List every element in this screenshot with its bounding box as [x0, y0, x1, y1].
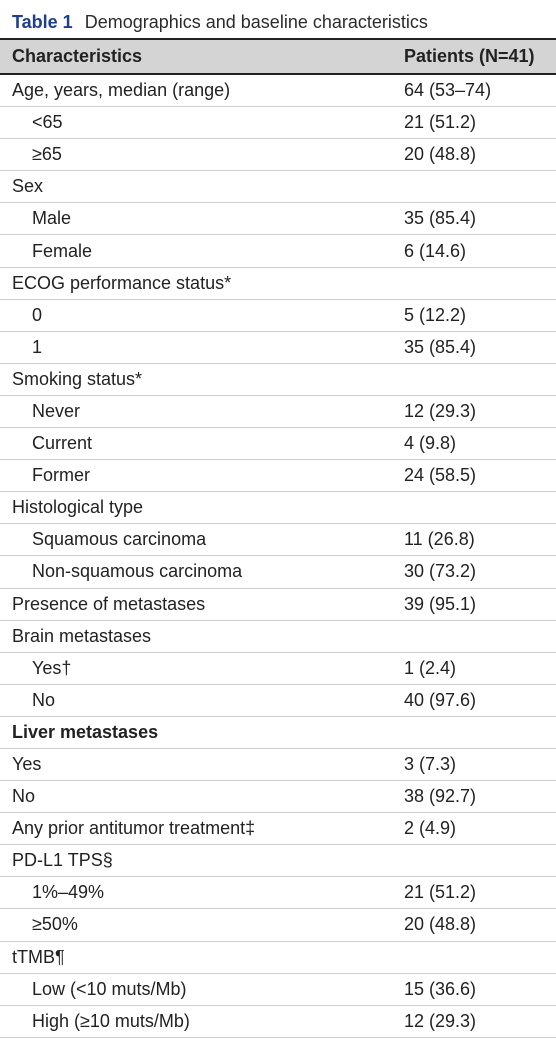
row-label: Any prior antitumor treatment‡ — [12, 818, 256, 839]
table-caption: Table 1 Demographics and baseline charact… — [0, 0, 556, 38]
table-row: Sex — [0, 171, 556, 204]
row-value: 21 (51.2) — [404, 112, 477, 133]
table-row: Yes 3 (7.3) — [0, 749, 556, 782]
row-label: Non-squamous carcinoma — [32, 561, 243, 582]
row-label: ECOG performance status* — [12, 272, 232, 293]
table-row: Never 12 (29.3) — [0, 396, 556, 429]
table-row: ECOG performance status* — [0, 268, 556, 300]
row-label: Male — [32, 208, 72, 229]
row-label: 1%–49% — [32, 882, 105, 903]
row-label: ≥65 — [32, 144, 62, 165]
row-label: Brain metastases — [12, 625, 152, 646]
row-label: Current — [32, 433, 93, 454]
table-row: PD-L1 TPS§ — [0, 845, 556, 878]
table-row: 1%–49% 21 (51.2) — [0, 877, 556, 910]
row-value: 12 (29.3) — [404, 1010, 477, 1031]
table-row: Male 35 (85.4) — [0, 203, 556, 236]
row-value: 11 (26.8) — [404, 529, 475, 550]
row-value: 40 (97.6) — [404, 689, 477, 710]
row-value: 64 (53–74) — [404, 80, 492, 101]
row-value: 21 (51.2) — [404, 882, 477, 903]
row-value: 39 (95.1) — [404, 593, 477, 614]
row-value: 35 (85.4) — [404, 336, 477, 357]
row-label: Yes — [12, 754, 42, 775]
table-row: ≥50% 20 (48.8) — [0, 909, 556, 942]
row-label: Liver metastases — [12, 721, 159, 742]
row-value: 3 (7.3) — [404, 754, 457, 775]
row-label: No — [12, 786, 36, 807]
row-value: 24 (58.5) — [404, 465, 477, 486]
table-row: Former 24 (58.5) — [0, 460, 556, 493]
row-value: 4 (9.8) — [404, 433, 457, 454]
table-row: Age, years, median (range) 64 (53–74) — [0, 75, 556, 108]
row-label: Squamous carcinoma — [32, 529, 207, 550]
row-value: 20 (48.8) — [404, 144, 477, 165]
header-characteristics: Characteristics — [12, 46, 143, 66]
row-value: 38 (92.7) — [404, 786, 477, 807]
table-row: Smoking status* — [0, 364, 556, 396]
table-row: Female 6 (14.6) — [0, 235, 556, 268]
row-value: 6 (14.6) — [404, 240, 467, 261]
row-value: 5 (12.2) — [404, 304, 467, 325]
row-label: PD-L1 TPS§ — [12, 850, 113, 871]
table-row: Any prior antitumor treatment‡ 2 (4.9) — [0, 813, 556, 846]
table-body: Age, years, median (range) 64 (53–74) <65 2… — [0, 75, 556, 1038]
table-row: Histological type — [0, 492, 556, 525]
table-row: Presence of metastases 39 (95.1) — [0, 589, 556, 621]
table-row: No 40 (97.6) — [0, 685, 556, 717]
table-row: Yes† 1 (2.4) — [0, 653, 556, 685]
row-label: Never — [32, 400, 81, 421]
table-row: 1 35 (85.4) — [0, 332, 556, 364]
table-row: 0 5 (12.2) — [0, 300, 556, 332]
table-label: Table 1 — [12, 12, 73, 32]
row-label: Presence of metastases — [12, 593, 206, 614]
table-row: ≥65 20 (48.8) — [0, 139, 556, 172]
table-row: <65 21 (51.2) — [0, 107, 556, 140]
row-value: 20 (48.8) — [404, 914, 477, 935]
table-row: No 38 (92.7) — [0, 781, 556, 814]
table-row: Brain metastases — [0, 621, 556, 653]
table-row: High (≥10 muts/Mb) 12 (29.3) — [0, 1006, 556, 1038]
row-value: 15 (36.6) — [404, 978, 477, 999]
header-patients: Patients (N=41) — [404, 46, 535, 66]
row-label: Low (<10 muts/Mb) — [32, 978, 187, 999]
row-label: Sex — [12, 176, 44, 197]
row-label: Age, years, median (range) — [12, 80, 231, 101]
table-title: Demographics and baseline characteristic… — [84, 12, 428, 32]
table-row: tTMB¶ — [0, 942, 556, 974]
row-label: <65 — [32, 112, 63, 133]
row-value: 1 (2.4) — [404, 657, 457, 678]
row-value: 35 (85.4) — [404, 208, 477, 229]
row-value: 30 (73.2) — [404, 561, 477, 582]
row-label: Histological type — [12, 497, 144, 518]
table-row: Squamous carcinoma 11 (26.8) — [0, 524, 556, 557]
row-label: Yes† — [32, 657, 72, 678]
row-label: No — [32, 689, 56, 710]
row-value: 12 (29.3) — [404, 400, 477, 421]
row-label: 0 — [32, 304, 43, 325]
row-label: Former — [32, 465, 90, 486]
table-header: Characteristics Patients (N=41) — [0, 38, 556, 75]
row-label: Female — [32, 240, 93, 261]
row-value: 2 (4.9) — [404, 818, 457, 839]
table-row: Low (<10 muts/Mb) 15 (36.6) — [0, 974, 556, 1006]
row-label: ≥50% — [32, 914, 78, 935]
row-label: High (≥10 muts/Mb) — [32, 1010, 190, 1031]
table-row: Non-squamous carcinoma 30 (73.2) — [0, 556, 556, 589]
row-label: tTMB¶ — [12, 946, 65, 967]
table-row: Liver metastases — [0, 717, 556, 749]
table-row: Current 4 (9.8) — [0, 428, 556, 461]
row-label: Smoking status* — [12, 368, 143, 389]
row-label: 1 — [32, 336, 43, 357]
